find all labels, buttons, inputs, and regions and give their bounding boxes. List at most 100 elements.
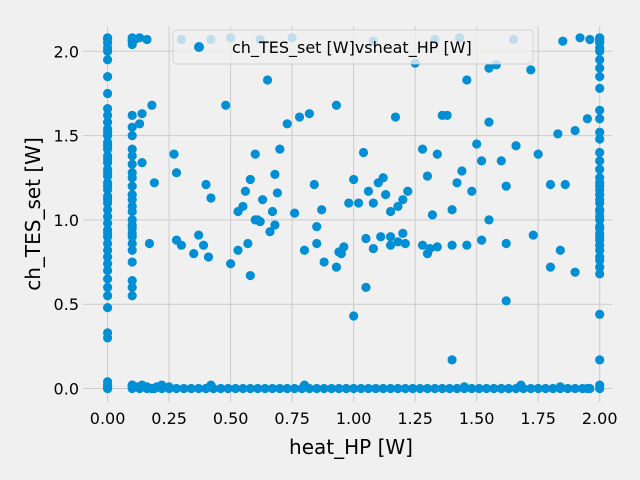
scatter-point <box>403 186 413 196</box>
x-tick-label: 1.50 <box>459 409 495 428</box>
scatter-point <box>452 383 462 394</box>
scatter-point <box>245 174 255 185</box>
scatter-point <box>258 195 268 205</box>
scatter-point <box>103 168 113 178</box>
scatter-point <box>595 164 605 174</box>
scatter-point <box>103 274 113 284</box>
scatter-point <box>267 383 278 394</box>
scatter-point <box>103 71 113 82</box>
scatter-point <box>103 238 113 249</box>
scatter-point <box>275 383 285 394</box>
x-tick-label: 1.25 <box>397 409 433 428</box>
scatter-point <box>427 210 437 220</box>
scatter-point <box>245 383 255 394</box>
scatter-point <box>134 119 145 129</box>
scatter-point <box>147 100 157 110</box>
scatter-point <box>459 382 469 392</box>
scatter-point <box>595 205 605 215</box>
scatter-point <box>570 383 580 394</box>
scatter-point <box>127 110 137 120</box>
scatter-point <box>385 206 396 217</box>
scatter-point <box>371 383 381 394</box>
scatter-point <box>378 383 388 394</box>
scatter-point <box>103 218 113 228</box>
scatter-point <box>299 380 310 390</box>
scatter-point <box>157 380 167 390</box>
scatter-point <box>447 205 457 215</box>
scatter-point <box>393 201 403 212</box>
scatter-point <box>299 245 310 255</box>
scatter-point <box>127 144 137 154</box>
scatter-point <box>290 383 300 394</box>
scatter-point <box>103 141 113 151</box>
scatter-point <box>221 100 231 110</box>
scatter-point <box>127 130 137 141</box>
scatter-point <box>595 55 605 65</box>
legend-box <box>172 29 534 65</box>
scatter-point <box>309 179 319 190</box>
scatter-point <box>408 383 418 394</box>
scatter-point <box>496 383 506 394</box>
scatter-point <box>179 383 189 394</box>
scatter-point <box>545 262 556 272</box>
scatter-point <box>595 195 605 205</box>
scatter-point <box>595 184 605 195</box>
scatter-point <box>149 178 159 188</box>
scatter-point <box>144 238 155 249</box>
scatter-point <box>385 232 396 242</box>
scatter-point <box>553 129 563 139</box>
data-points <box>103 33 605 394</box>
scatter-point <box>476 235 487 245</box>
scatter-point <box>171 383 182 394</box>
legend: ch_TES_set [W]vsheat_HP [W] <box>172 29 534 65</box>
scatter-point <box>127 291 137 301</box>
scatter-point <box>171 168 182 178</box>
scatter-point <box>216 383 226 394</box>
y-tick-label: 1.5 <box>54 127 79 146</box>
scatter-point <box>103 259 113 269</box>
y-tick-label: 0.5 <box>54 295 79 314</box>
scatter-point <box>582 114 592 124</box>
scatter-point <box>294 112 305 122</box>
scatter-point <box>312 222 322 232</box>
scatter-point <box>595 36 605 46</box>
scatter-point <box>356 383 366 394</box>
scatter-point <box>467 186 477 196</box>
scatter-point <box>585 34 595 45</box>
scatter-point <box>127 245 137 255</box>
scatter-point <box>230 383 241 394</box>
scatter-point <box>381 190 391 200</box>
scatter-point <box>331 100 342 110</box>
scatter-point <box>595 134 605 144</box>
scatter-point <box>422 383 433 394</box>
scatter-point <box>442 110 452 120</box>
scatter-point <box>349 311 359 321</box>
scatter-point <box>447 355 457 365</box>
scatter-point <box>245 270 255 281</box>
y-tick-label: 0.0 <box>54 380 79 399</box>
legend-label: ch_TES_set [W]vsheat_HP [W] <box>232 38 472 58</box>
scatter-point <box>363 186 374 196</box>
scatter-point <box>127 282 137 292</box>
scatter-point <box>462 75 472 85</box>
scatter-point <box>570 267 580 277</box>
scatter-point <box>595 228 605 238</box>
scatter-point <box>595 83 605 93</box>
scatter-point <box>127 181 137 191</box>
scatter-point <box>484 63 494 73</box>
scatter-point <box>206 193 216 203</box>
legend-marker <box>194 42 204 52</box>
scatter-point <box>385 240 396 250</box>
scatter-point <box>272 188 282 198</box>
scatter-point <box>304 109 314 119</box>
scatter-point <box>198 240 209 250</box>
y-axis-label: ch_TES_set [W] <box>21 137 45 291</box>
scatter-point <box>595 380 605 390</box>
scatter-point <box>484 215 494 225</box>
scatter-point <box>250 149 260 159</box>
scatter-point <box>570 125 580 136</box>
scatter-point <box>474 383 484 394</box>
scatter-point <box>501 181 511 191</box>
scatter-point <box>595 178 605 188</box>
